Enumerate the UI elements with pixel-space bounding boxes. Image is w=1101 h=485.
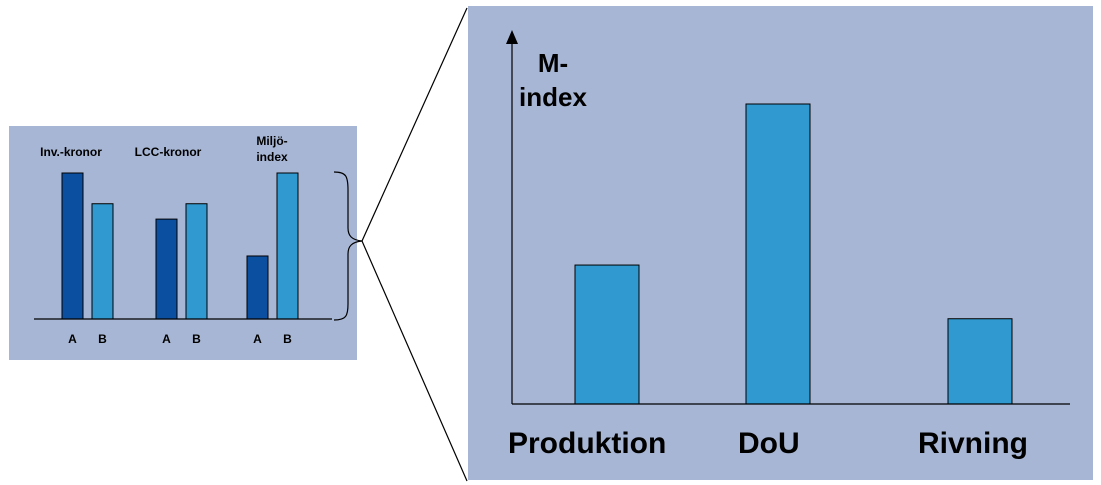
small-tick-label-2-b: B (192, 332, 201, 346)
small-bar-2-a (155, 218, 178, 320)
small-category-label-3-line-2: index (256, 150, 288, 164)
small-bar-1-a (61, 172, 84, 320)
big-category-label-produktion: Produktion (508, 427, 666, 460)
small-tick-label-2-a: A (162, 332, 171, 346)
small-category-label-2: LCC-kronor (135, 145, 202, 159)
big-bar-dou (745, 103, 811, 405)
small-bar-3-a (246, 255, 269, 320)
small-tick-label-1-a: A (68, 332, 77, 346)
big-chart-y-label-line-2: index (519, 82, 587, 112)
small-chart: Inv.-kronor LCC-kronor Miljö-index A B A B A B (9, 126, 357, 360)
small-chart-category-labels: Inv.-kronor LCC-kronor Miljö-index (40, 134, 288, 164)
small-chart-panel (9, 126, 357, 360)
small-bar-2-b (185, 203, 208, 320)
big-chart-category-labels: Produktion DoU Rivning (508, 427, 1028, 460)
small-tick-label-1-b: B (98, 332, 107, 346)
big-chart-y-label-line-1: M- (538, 48, 568, 78)
big-category-label-dou: DoU (738, 427, 800, 460)
big-bar-produktion (574, 264, 640, 405)
zoom-line-top (361, 7, 468, 242)
big-category-label-rivning: Rivning (918, 427, 1028, 460)
big-chart-y-axis-arrow (506, 30, 518, 44)
big-bar-rivning (947, 318, 1013, 405)
big-chart-bars (574, 103, 1013, 405)
zoom-line-bottom (361, 240, 468, 482)
big-chart: M- index Produktion DoU Rivning (468, 6, 1093, 480)
small-bar-1-b (91, 203, 114, 320)
small-bar-3-b (276, 172, 299, 320)
small-tick-label-3-b: B (283, 332, 292, 346)
small-category-label-3-line-1: Miljö- (256, 134, 287, 148)
small-tick-label-3-a: A (253, 332, 262, 346)
small-category-label-1: Inv.-kronor (40, 145, 102, 159)
